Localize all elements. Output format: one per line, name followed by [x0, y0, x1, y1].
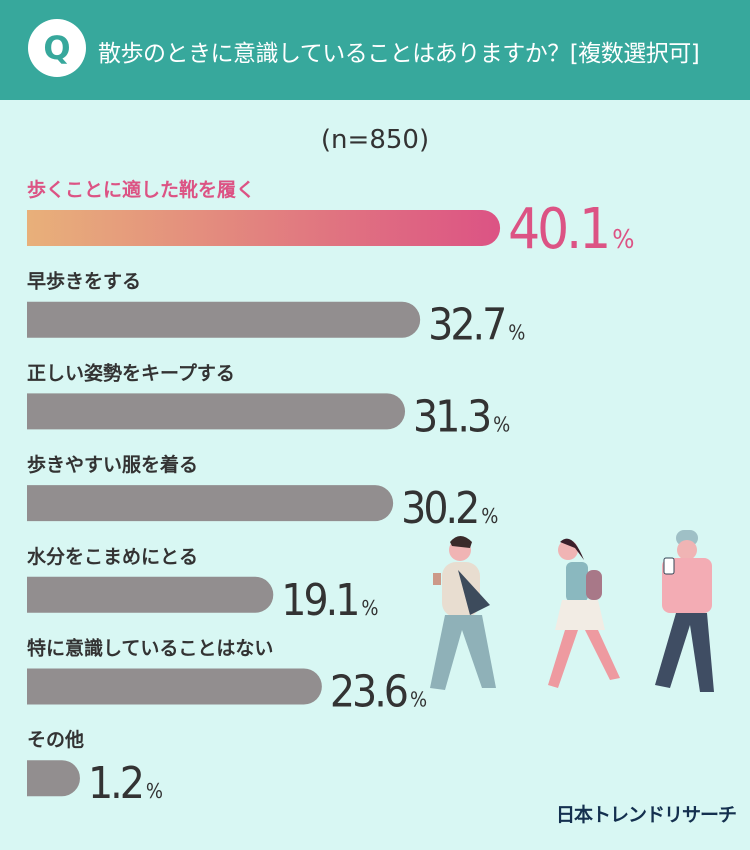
question-title: 散歩のときに意識していることはありますか？[複数選択可]	[98, 41, 700, 67]
unit-label: %	[481, 504, 498, 528]
category-label: 早歩きをする	[27, 270, 141, 293]
unit-label: %	[146, 779, 163, 803]
bar	[27, 210, 501, 246]
question-header: Q 散歩のときに意識していることはありますか？[複数選択可]	[0, 0, 750, 100]
value-label: 19.1%	[281, 575, 378, 626]
walker-man-with-coffee	[430, 536, 496, 690]
unit-label: %	[508, 321, 525, 345]
value-label: 32.7%	[428, 300, 525, 351]
walker-man-with-phone	[655, 530, 714, 692]
category-label: 水分をこまめにとる	[27, 546, 198, 568]
bar	[27, 485, 394, 522]
value-label: 1.2%	[88, 758, 163, 809]
value-label: 31.3%	[413, 391, 510, 442]
category-label: 正しい姿勢をキープする	[27, 361, 235, 384]
unit-label: %	[612, 225, 634, 255]
unit-label: %	[361, 596, 378, 620]
walker-woman-with-backpack	[548, 538, 620, 688]
bar	[27, 301, 421, 338]
value-label: 30.2%	[401, 483, 498, 534]
bar	[27, 760, 80, 797]
value-label: 40.1%	[508, 197, 634, 262]
logo: 日本トレンドリサーチ	[556, 804, 737, 826]
unit-label: %	[410, 688, 427, 712]
unit-label: %	[493, 412, 510, 436]
sample-size: (n=850)	[320, 125, 430, 155]
bar	[27, 668, 322, 705]
bar	[27, 393, 406, 430]
walking-people-illustration	[430, 530, 714, 692]
category-label: その他	[27, 728, 84, 751]
bar	[27, 576, 274, 613]
q-badge: Q	[28, 19, 86, 77]
category-label: 特に意識していることはない	[27, 637, 273, 660]
category-label: 歩くことに適した靴を履く	[27, 178, 255, 201]
category-label: 歩きやすい服を着る	[27, 453, 198, 476]
